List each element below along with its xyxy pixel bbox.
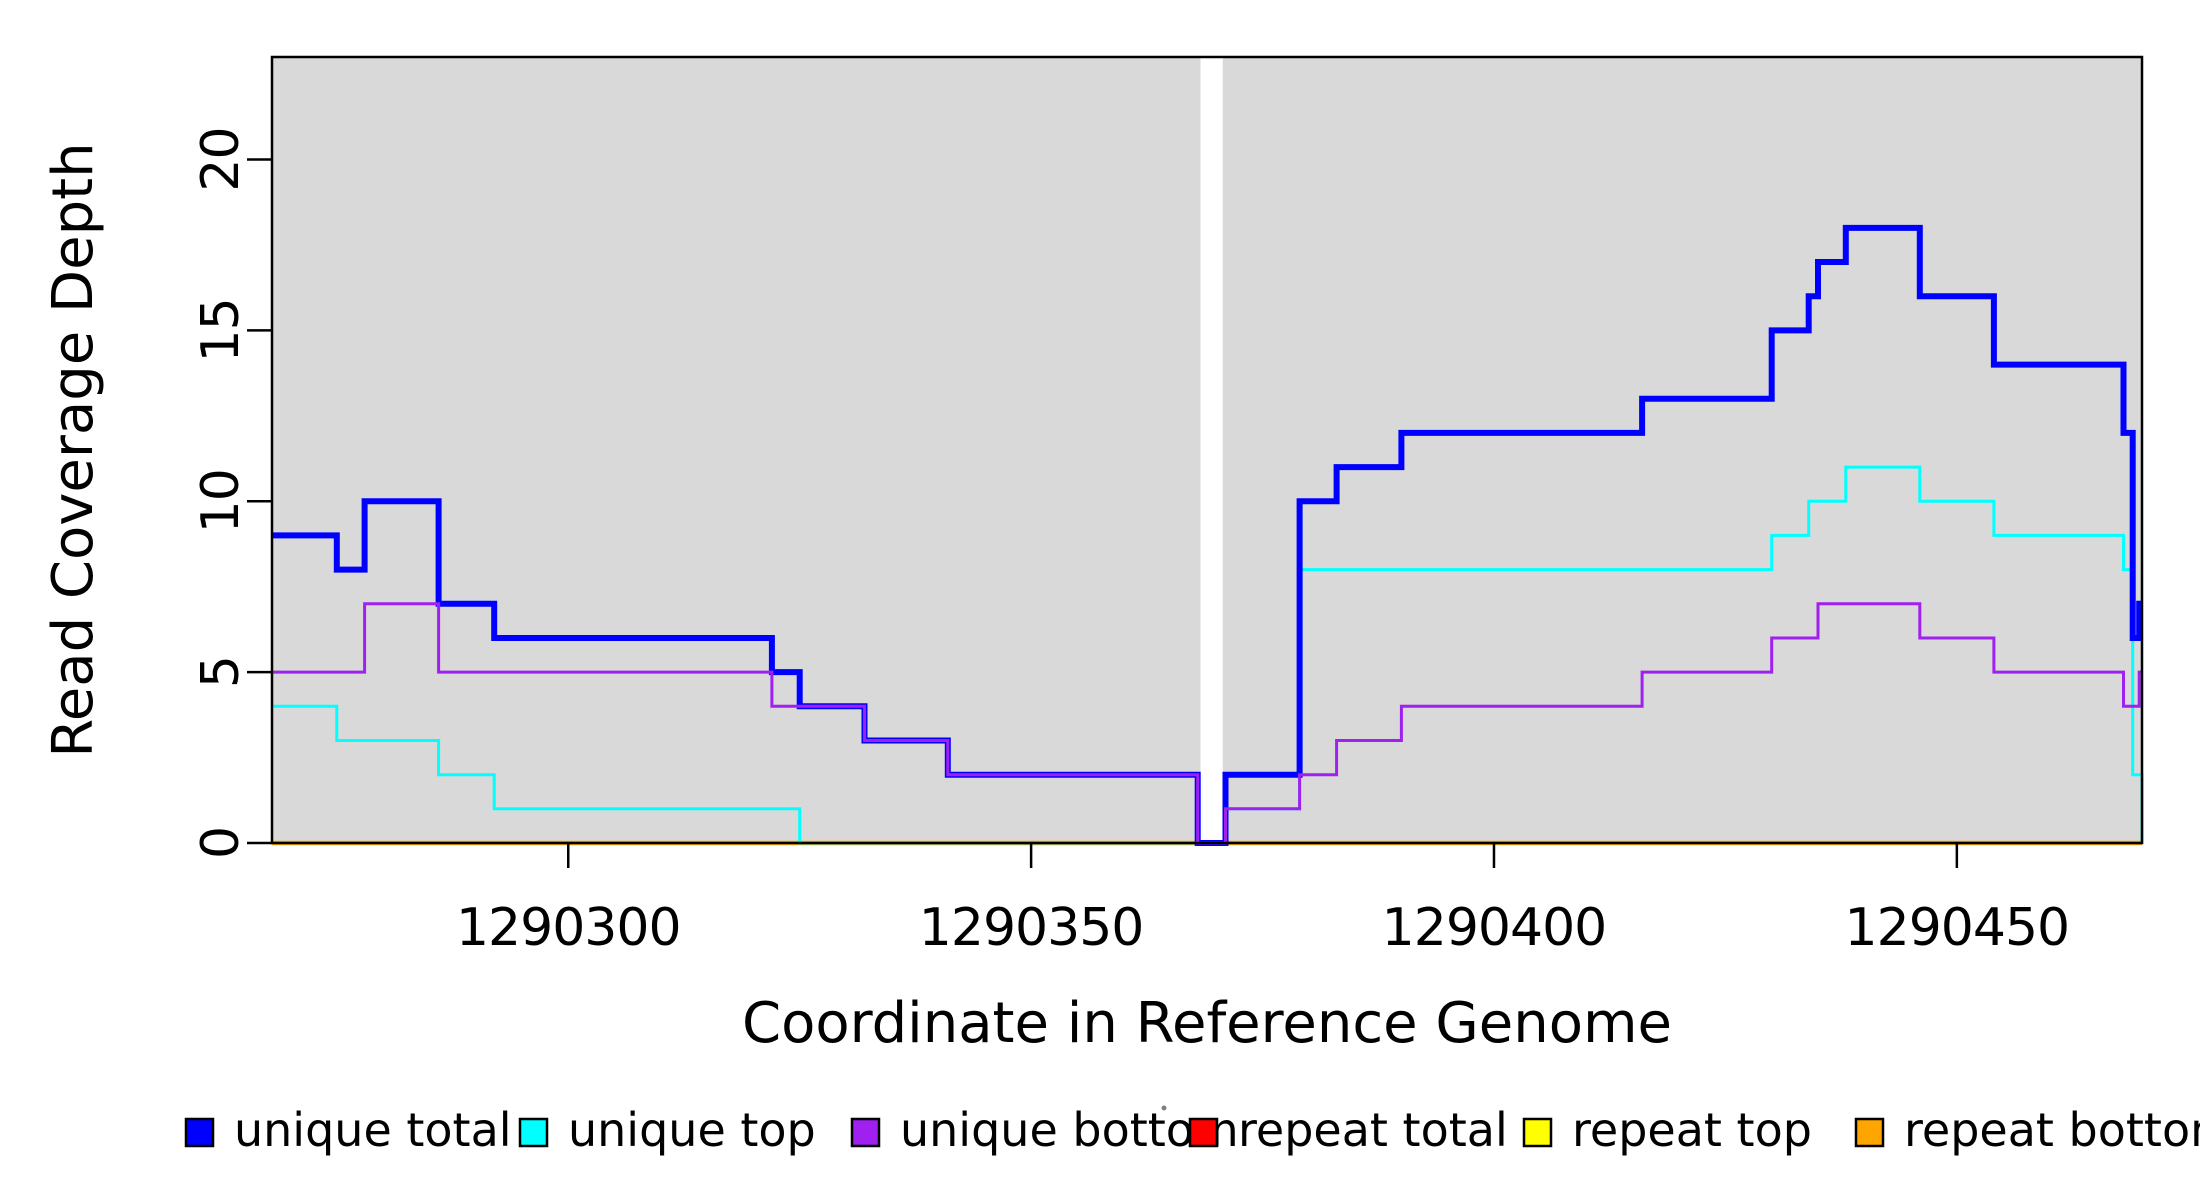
y-axis-title: Read Coverage Depth [41,142,106,757]
legend-swatch [518,1117,549,1148]
legend-label: unique total [234,1103,512,1157]
x-axis-title: Coordinate in Reference Genome [742,991,1672,1056]
axes: 1290300 1290350 1290400 1290450 0 5 10 15 20 [191,55,2144,958]
legend-label: unique top [568,1103,816,1157]
legend-label: unique bottom [900,1103,1239,1157]
y-tick-label: 0 [191,827,251,859]
legend-label: repeat bottom [1904,1103,2200,1157]
series-unique-total [272,224,2143,846]
legend-item-unique-bottom: unique bottom [850,1103,1239,1157]
y-tick-label: 10 [191,469,251,533]
legend-swatch [1854,1117,1885,1148]
legend-item-unique-top: unique top [518,1103,816,1157]
stray-dot-artifact [1161,1105,1167,1111]
series-unique-top [272,465,2144,845]
legend-item-repeat-total: repeat total [1188,1103,1508,1157]
legend-item-repeat-top: repeat top [1522,1103,1812,1157]
legend-swatch [1188,1117,1219,1148]
legend-swatch [184,1117,215,1148]
no-data-gap-band [1200,58,1223,842]
legend-swatch [1522,1117,1553,1148]
series-unique-bottom [272,602,2142,845]
x-tick-label: 1290350 [919,898,1144,958]
plot-area [272,57,2144,846]
x-tick-label: 1290300 [456,898,681,958]
legend-item-unique-total: unique total [184,1103,512,1157]
legend-label: repeat total [1238,1103,1508,1157]
legend-item-repeat-bottom: repeat bottom [1854,1103,2200,1157]
y-tick-label: 15 [191,298,251,362]
plot-frame [270,55,2144,845]
y-tick-label: 20 [191,127,251,191]
legend-swatch [850,1117,881,1148]
y-tick-label: 5 [191,656,251,688]
x-tick-label: 1290400 [1382,898,1607,958]
legend: unique total unique top unique bottom repea… [184,1103,2200,1157]
legend-label: repeat top [1572,1103,1812,1157]
x-tick-label: 1290450 [1845,898,2070,958]
